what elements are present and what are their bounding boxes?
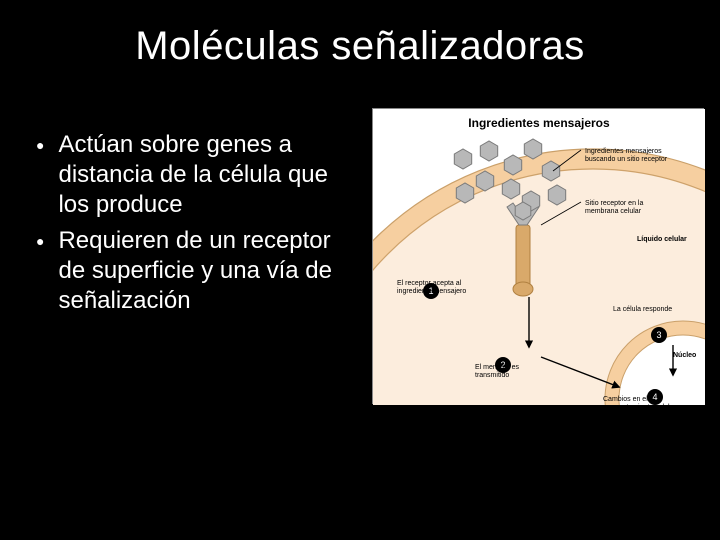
svg-text:Sitio receptor en lamembrana c: Sitio receptor en lamembrana celular: [585, 200, 643, 215]
bullet-text: Requieren de un receptor de superficie y…: [58, 226, 356, 316]
cell-signaling-diagram: Ingredientes mensajeros1234Ingredientes …: [372, 108, 704, 404]
slide-title: Moléculas señalizadoras: [0, 24, 720, 69]
svg-text:Núcleo: Núcleo: [673, 352, 696, 359]
list-item: ● Actúan sobre genes a distancia de la c…: [36, 130, 356, 220]
svg-text:4: 4: [652, 392, 657, 402]
bullet-icon: ●: [36, 130, 44, 160]
bullet-list: ● Actúan sobre genes a distancia de la c…: [36, 130, 356, 322]
svg-text:Ingredientes mensajerosbuscand: Ingredientes mensajerosbuscando un sitio…: [585, 148, 668, 163]
svg-text:Líquido celular: Líquido celular: [637, 236, 687, 243]
slide: Moléculas señalizadoras ● Actúan sobre g…: [0, 0, 720, 540]
bullet-icon: ●: [36, 226, 44, 256]
list-item: ● Requieren de un receptor de superficie…: [36, 226, 356, 316]
svg-text:Ingredientes mensajeros: Ingredientes mensajeros: [468, 116, 610, 130]
svg-text:3: 3: [656, 330, 661, 340]
bullet-text: Actúan sobre genes a distancia de la cél…: [58, 130, 356, 220]
svg-text:El receptor acepta alingredien: El receptor acepta alingrediente mensaje…: [397, 280, 466, 295]
svg-text:La célula responde: La célula responde: [613, 306, 672, 313]
